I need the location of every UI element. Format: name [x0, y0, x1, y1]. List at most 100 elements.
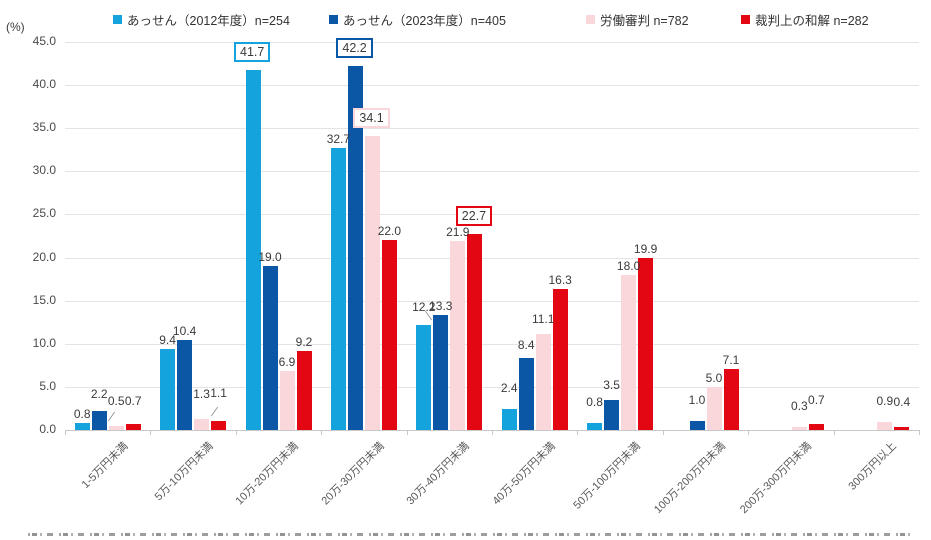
bar-series1-cat4 [433, 315, 449, 430]
value-label: 0.8 [73, 407, 91, 422]
x-axis-tick [235, 430, 237, 435]
value-label: 0.5 [107, 393, 125, 408]
x-axis-tick [919, 430, 920, 435]
bar-series2-cat3 [364, 135, 380, 430]
value-label: 0.9 [876, 394, 894, 409]
value-label: 13.3 [429, 299, 453, 314]
gridline-20 [65, 257, 919, 259]
value-label: 0.4 [893, 394, 911, 409]
x-axis-tick [406, 430, 408, 435]
value-label: 11.1 [531, 312, 555, 327]
gridline-45 [65, 42, 919, 43]
bar-series2-cat1 [194, 418, 210, 430]
x-axis-tick [150, 430, 152, 435]
bar-series0-cat0 [74, 423, 90, 430]
value-label: 2.2 [90, 387, 108, 402]
legend-swatch-icon [329, 15, 338, 24]
gridline-40 [65, 85, 919, 87]
value-label: 12.2 [412, 299, 436, 314]
x-category-label: 40万-50万円未満 [490, 440, 558, 508]
bar-series3-cat6 [638, 258, 654, 430]
value-label: 0.8 [586, 395, 603, 410]
label-leader-line [210, 406, 218, 416]
y-tick-label: 35.0 [32, 120, 56, 135]
bar-series3-cat4 [467, 234, 483, 430]
bar-series3-cat8 [808, 423, 824, 430]
y-tick-label: 20.0 [32, 249, 56, 264]
y-tick-label: 0.0 [39, 422, 56, 436]
highlighted-value-label: 42.2 [336, 38, 373, 59]
value-label: 1.0 [688, 393, 706, 408]
gridline-10 [65, 343, 919, 345]
bar-series2-cat7 [706, 386, 722, 430]
legend-item-1: あっせん（2023年度）n=405 [329, 10, 506, 29]
bar-series1-cat2 [262, 266, 278, 430]
gridline-30 [65, 171, 919, 173]
bar-series2-cat4 [450, 241, 466, 430]
value-label: 5.0 [705, 370, 723, 385]
x-axis-tick [748, 430, 750, 435]
legend-label: あっせん（2023年度）n=405 [343, 14, 506, 28]
legend-swatch-icon [586, 15, 595, 24]
value-label: 6.9 [278, 354, 296, 369]
value-label: 9.2 [295, 334, 313, 349]
value-label: 19.0 [258, 250, 282, 265]
x-axis-tick [65, 430, 66, 435]
bar-series2-cat6 [621, 274, 637, 430]
value-label: 16.3 [548, 273, 572, 288]
x-category-label: 50万-100万円未満 [571, 440, 643, 512]
gridline-35 [65, 128, 919, 130]
value-label: 1.1 [210, 385, 227, 400]
x-category-label: 20万-30万円未満 [319, 440, 387, 508]
bar-series3-cat1 [211, 420, 227, 430]
x-category-label: 100万-200万円未満 [652, 440, 729, 517]
value-label: 32.7 [326, 132, 351, 147]
legend-label: 裁判上の和解 n=282 [755, 14, 869, 28]
bar-series1-cat7 [689, 421, 705, 430]
bar-series1-cat6 [604, 399, 620, 430]
bar-series2-cat9 [877, 422, 893, 430]
bar-series0-cat2 [245, 70, 261, 430]
value-label: 10.4 [172, 324, 197, 339]
value-label: 22.0 [377, 224, 402, 239]
x-axis-tick [577, 430, 579, 435]
value-label: 9.4 [159, 332, 176, 347]
gridline-5 [65, 386, 919, 388]
bar-series2-cat5 [535, 334, 551, 430]
y-axis-unit-label: (%) [6, 20, 25, 34]
bar-series0-cat3 [330, 148, 346, 430]
x-category-label: 300万円以上 [846, 440, 899, 493]
bar-series3-cat2 [296, 350, 312, 430]
value-label: 7.1 [722, 352, 740, 367]
legend-swatch-icon [113, 15, 122, 24]
value-label: 0.7 [808, 392, 825, 407]
y-tick-label: 30.0 [32, 163, 56, 178]
value-label: 18.0 [616, 258, 641, 273]
value-label: 21.9 [446, 225, 470, 240]
y-tick-label: 10.0 [32, 335, 56, 350]
value-label: 2.4 [500, 381, 518, 396]
legend-label: あっせん（2012年度）n=254 [127, 14, 290, 28]
bar-series0-cat4 [416, 324, 432, 430]
bar-series1-cat1 [177, 340, 193, 430]
highlighted-value-label: 22.7 [455, 206, 493, 227]
x-category-label: 30万-40万円未満 [404, 440, 472, 508]
x-axis-tick [662, 430, 664, 435]
legend-item-2: 労働審判 n=782 [586, 10, 689, 29]
legend-label: 労働審判 n=782 [600, 14, 689, 28]
y-tick-label: 40.0 [32, 77, 56, 92]
legend-swatch-icon [741, 15, 750, 24]
bar-series1-cat0 [91, 411, 107, 430]
x-category-label: 1-5万円未満 [79, 440, 131, 491]
bar-series0-cat6 [587, 423, 603, 430]
value-label: 8.4 [517, 337, 535, 352]
bar-series2-cat0 [108, 425, 124, 430]
bar-series3-cat5 [552, 289, 568, 430]
bar-series2-cat2 [279, 370, 295, 430]
value-label: 0.3 [791, 399, 808, 414]
value-label: 19.9 [633, 242, 658, 257]
legend-item-3: 裁判上の和解 n=282 [741, 10, 869, 29]
bar-series3-cat7 [723, 368, 739, 430]
x-category-label: 5万-10万円未満 [152, 440, 216, 504]
